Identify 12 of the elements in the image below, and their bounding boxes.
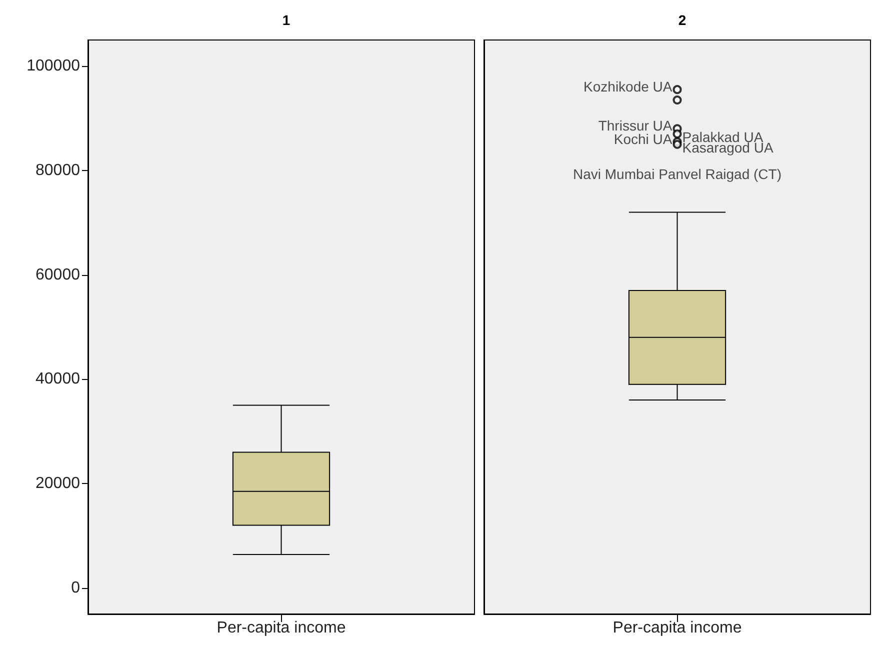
chart-title: 1	[282, 12, 290, 28]
x-tick-label: Per-capita income	[612, 620, 742, 636]
y-tick-label: 0	[71, 579, 80, 596]
x-tick-label: Per-capita income	[216, 620, 346, 636]
y-tick-label: 60000	[36, 266, 80, 284]
y-tick-label: 100000	[26, 58, 80, 75]
y-tick-label: 40000	[36, 370, 80, 388]
chart-title: 2	[678, 12, 686, 28]
y-tick-label: 80000	[36, 162, 80, 179]
annotation: Navi Mumbai Panvel Raigad (CT)	[572, 166, 782, 182]
y-tick-label: 20000	[36, 475, 80, 492]
annotation: Kozhikode UA	[583, 78, 672, 95]
